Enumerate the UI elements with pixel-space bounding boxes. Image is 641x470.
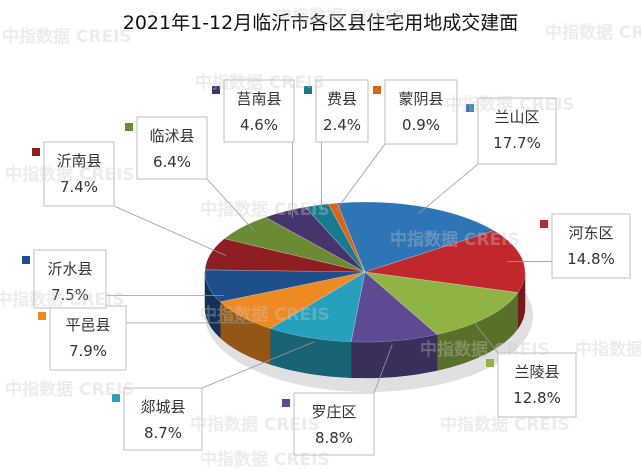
leader-line	[206, 178, 255, 232]
slice-label-name: 沂水县	[47, 260, 92, 278]
legend-swatch-郯城县	[112, 394, 120, 402]
slice-平邑县	[219, 271, 366, 329]
legend-swatch-兰山区	[466, 104, 474, 112]
leader-line	[335, 143, 386, 211]
leader-line	[373, 344, 393, 394]
slice-莒南县	[264, 206, 366, 273]
slice-临沭县	[223, 216, 366, 273]
slice-label-name: 罗庄区	[311, 403, 356, 421]
legend-swatch-蒙阴县	[373, 86, 381, 94]
legend-swatch-兰陵县	[486, 359, 494, 367]
slice-label-value: 4.6%	[240, 116, 278, 134]
legend-swatch-罗庄区	[282, 399, 290, 407]
legend-swatch-临沭县	[125, 123, 133, 131]
slice-label-name: 莒南县	[236, 90, 281, 108]
leader-line	[474, 323, 499, 354]
label-box-郯城县	[123, 387, 203, 451]
slice-沂南县	[204, 238, 366, 273]
pie-sides	[204, 271, 526, 379]
label-box-莒南县	[223, 79, 295, 143]
slice-label-value: 14.8%	[567, 250, 615, 268]
legend-swatch-沂水县	[22, 256, 30, 264]
slice-河东区	[364, 230, 526, 293]
slice-label-value: 12.8%	[513, 389, 561, 407]
slice-蒙阴县	[327, 202, 366, 273]
slice-label-value: 2.4%	[323, 116, 361, 134]
label-box-兰山区	[477, 97, 557, 165]
slice-label-value: 7.9%	[69, 342, 107, 360]
label-box-河东区	[551, 213, 631, 279]
chart-title: 2021年1-12月临沂市各区县住宅用地成交建面	[122, 12, 519, 34]
slice-label-value: 0.9%	[402, 116, 440, 134]
leader-line	[113, 205, 227, 256]
slice-label-value: 8.8%	[315, 429, 353, 447]
slice-label-value: 17.7%	[493, 134, 541, 152]
legend-swatch-河东区	[540, 220, 548, 228]
data-labels: 兰山区 17.7% 河东区 14.8% 兰陵县 12.8% 罗庄区 8.8% 郯城县 8.7% 平邑…	[22, 79, 631, 456]
slice-兰陵县	[364, 271, 519, 335]
legend-swatch-沂南县	[32, 148, 40, 156]
label-box-兰陵县	[497, 352, 577, 418]
label-box-费县	[315, 79, 369, 143]
legend-swatch-莒南县	[212, 86, 220, 94]
slice-label-name: 兰陵县	[514, 363, 559, 381]
slice-label-name: 郯城县	[140, 398, 185, 416]
legend-swatch-平邑县	[38, 312, 46, 320]
legend-swatch-费县	[304, 86, 312, 94]
slice-label-name: 蒙阴县	[398, 90, 443, 108]
label-box-沂南县	[43, 141, 115, 207]
slice-label-name: 沂南县	[56, 152, 101, 170]
slice-label-name: 河东区	[568, 224, 613, 242]
label-box-蒙阴县	[384, 79, 458, 145]
slice-郯城县	[269, 271, 366, 343]
slice-label-value: 6.4%	[153, 153, 191, 171]
slice-兰山区	[336, 201, 495, 273]
slice-label-name: 费县	[327, 90, 357, 108]
slice-label-value: 7.4%	[60, 178, 98, 196]
label-box-临沭县	[136, 116, 208, 180]
slice-罗庄区	[350, 271, 438, 343]
pie-top	[204, 201, 526, 343]
leader-line	[201, 341, 315, 389]
slice-费县	[304, 203, 366, 273]
slice-沂水县	[204, 269, 366, 303]
slice-label-value: 7.5%	[51, 286, 89, 304]
label-box-罗庄区	[293, 392, 375, 456]
slice-label-value: 8.7%	[144, 424, 182, 442]
slice-label-name: 临沭县	[149, 127, 194, 145]
slice-label-name: 兰山区	[494, 108, 539, 126]
slice-label-name: 平邑县	[65, 316, 110, 334]
label-box-沂水县	[33, 249, 107, 309]
leader-line	[418, 163, 479, 214]
